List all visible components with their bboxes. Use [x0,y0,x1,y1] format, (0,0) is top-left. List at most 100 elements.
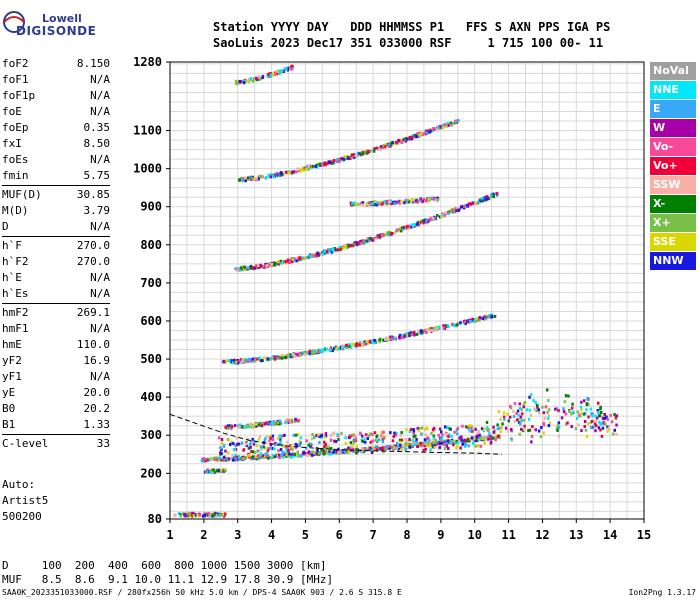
echo-point [249,77,252,81]
echo-point [332,159,336,162]
echo-point [445,444,449,448]
echo-point [443,425,447,429]
echo-point [311,164,315,168]
echo-point [215,456,218,460]
y-tick-label: 500 [140,352,162,366]
echo-point [441,433,444,437]
echo-point [406,439,409,443]
echo-point [266,449,270,453]
echo-point [285,418,288,422]
legend-item-ssw: SSW [650,176,696,194]
echo-point [260,447,263,451]
echo-point [255,357,259,361]
echo-point [203,512,206,516]
echo-point [198,513,201,517]
echo-point [414,199,418,203]
echo-point [205,470,209,474]
echo-point [374,445,378,449]
x-tick-label: 3 [234,528,241,542]
echo-point [337,248,341,252]
echo-point [547,424,551,428]
echo-point [418,330,421,334]
echo-point [177,512,181,515]
echo-point [345,343,348,347]
echo-point [356,151,360,155]
echo-point [403,334,406,338]
echo-point [238,178,241,182]
echo-point [456,432,459,436]
echo-point [418,427,421,431]
echo-point [254,455,258,459]
echo-point [468,202,471,206]
echo-point [427,197,431,201]
echo-point [436,126,440,130]
echo-point [246,437,250,441]
echo-point [471,317,474,321]
echo-point [450,440,454,444]
echo-point [220,438,224,441]
echo-point [186,512,189,516]
echo-point [249,456,253,460]
echo-point [443,441,446,445]
echo-point [271,446,274,450]
echo-point [350,202,354,206]
echo-point [407,224,411,228]
echo-point [495,435,498,439]
echo-point [615,432,618,436]
echo-point [399,229,403,233]
echo-point [460,205,463,209]
param-name: yE [2,386,16,399]
echo-point [459,446,462,450]
param-value: N/A [90,73,110,86]
plot-axes: 1 2 3 4 5 6 7 8 9 10 11 12 13 14 158020030040050060070… [133,55,651,542]
echo-point [263,438,267,441]
echo-point [575,416,579,420]
echo-point [467,426,470,430]
echo-point [363,437,366,441]
echo-point [376,201,380,205]
echo-point [506,429,510,433]
echo-point [322,348,325,352]
echo-point [334,440,338,443]
echo-point [265,420,269,424]
echo-point [442,440,445,444]
echo-point [453,324,456,328]
logo-globe-icon [3,11,25,33]
echo-point [331,432,334,436]
echo-point [405,428,408,432]
echo-point [277,449,280,453]
echo-point [325,445,329,449]
echo-point [483,316,486,320]
echo-point [264,262,267,266]
echo-point [287,449,290,452]
echo-point [285,453,288,457]
echo-point [333,247,336,250]
echo-point [300,454,303,458]
echo-point [283,433,286,437]
echo-point [389,335,392,339]
echo-point [360,449,364,453]
echo-point [330,161,334,165]
param-name: foEs [2,153,29,166]
echo-point [282,451,285,454]
echo-point [496,427,500,431]
echo-point [378,338,382,342]
echo-point [428,444,431,448]
echo-point [395,140,398,144]
echo-point [242,81,246,85]
echo-point [468,424,471,428]
echo-point [202,457,205,461]
echo-point [457,119,460,123]
echo-point [329,349,332,353]
echo-point [234,444,237,448]
echo-point [332,431,336,435]
echo-point [408,136,411,140]
echo-point [500,426,503,430]
echo-point [253,422,256,426]
echo-point [375,446,378,450]
echo-point [490,315,493,319]
echo-point [430,216,433,220]
echo-point [314,452,317,456]
echo-point [560,416,564,420]
echo-point [447,211,450,215]
